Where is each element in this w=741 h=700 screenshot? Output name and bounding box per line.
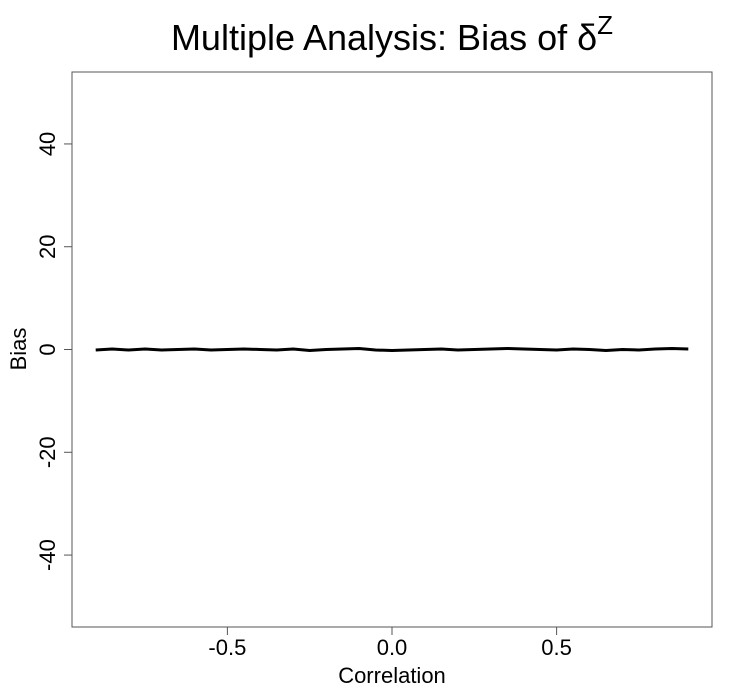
y-axis-label: Bias: [6, 328, 31, 371]
y-tick-label: -20: [35, 436, 60, 468]
y-tick-label: 20: [35, 234, 60, 258]
x-axis-label: Correlation: [338, 663, 446, 688]
y-tick-label: 40: [35, 132, 60, 156]
x-tick-label: -0.5: [208, 635, 246, 660]
y-tick-label: -40: [35, 539, 60, 571]
x-tick-label: 0.5: [541, 635, 572, 660]
x-tick-label: 0.0: [377, 635, 408, 660]
chart-title: Multiple Analysis: Bias of δZ: [171, 10, 613, 58]
y-tick-label: 0: [35, 343, 60, 355]
title-main: Multiple Analysis: Bias of δ: [171, 17, 597, 58]
data-line: [95, 346, 689, 353]
title-superscript: Z: [597, 10, 613, 40]
